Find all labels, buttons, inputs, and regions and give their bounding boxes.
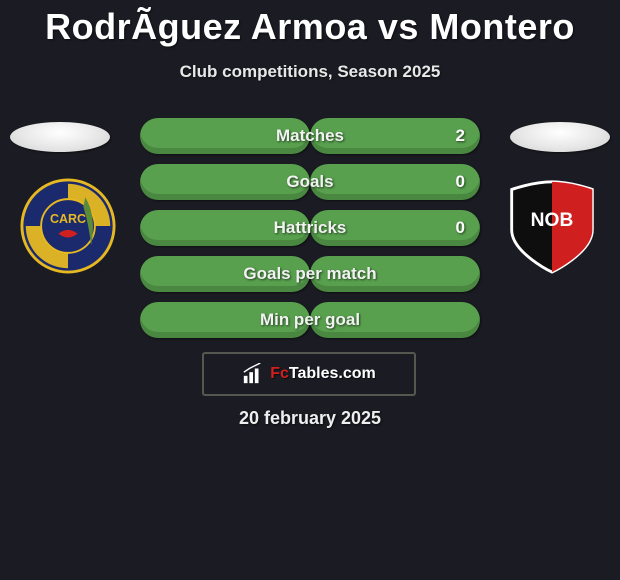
- stat-row: Min per goal: [0, 302, 620, 338]
- stat-row: Hattricks 0: [0, 210, 620, 246]
- page-subtitle: Club competitions, Season 2025: [0, 62, 620, 82]
- stat-label: Goals per match: [0, 256, 620, 292]
- page-title: RodrÃ­guez Armoa vs Montero: [0, 0, 620, 48]
- stat-value-right: 0: [456, 210, 465, 246]
- stat-label: Goals: [0, 164, 620, 200]
- stat-label: Matches: [0, 118, 620, 154]
- stat-label: Min per goal: [0, 302, 620, 338]
- footer-date: 20 february 2025: [0, 408, 620, 429]
- stat-value-right: 0: [456, 164, 465, 200]
- stat-label: Hattricks: [0, 210, 620, 246]
- footer-brand-suffix: Tables.com: [289, 365, 376, 382]
- stat-row: Goals per match: [0, 256, 620, 292]
- bar-chart-icon: [242, 363, 264, 385]
- stat-value-right: 2: [456, 118, 465, 154]
- stat-row: Goals 0: [0, 164, 620, 200]
- stats-container: Matches 2 Goals 0 Hattricks 0 Goals per …: [0, 118, 620, 348]
- footer-brand-text: FcTables.com: [270, 365, 376, 383]
- footer-brand-box: FcTables.com: [202, 352, 416, 396]
- stat-row: Matches 2: [0, 118, 620, 154]
- footer-brand-prefix: Fc: [270, 365, 289, 382]
